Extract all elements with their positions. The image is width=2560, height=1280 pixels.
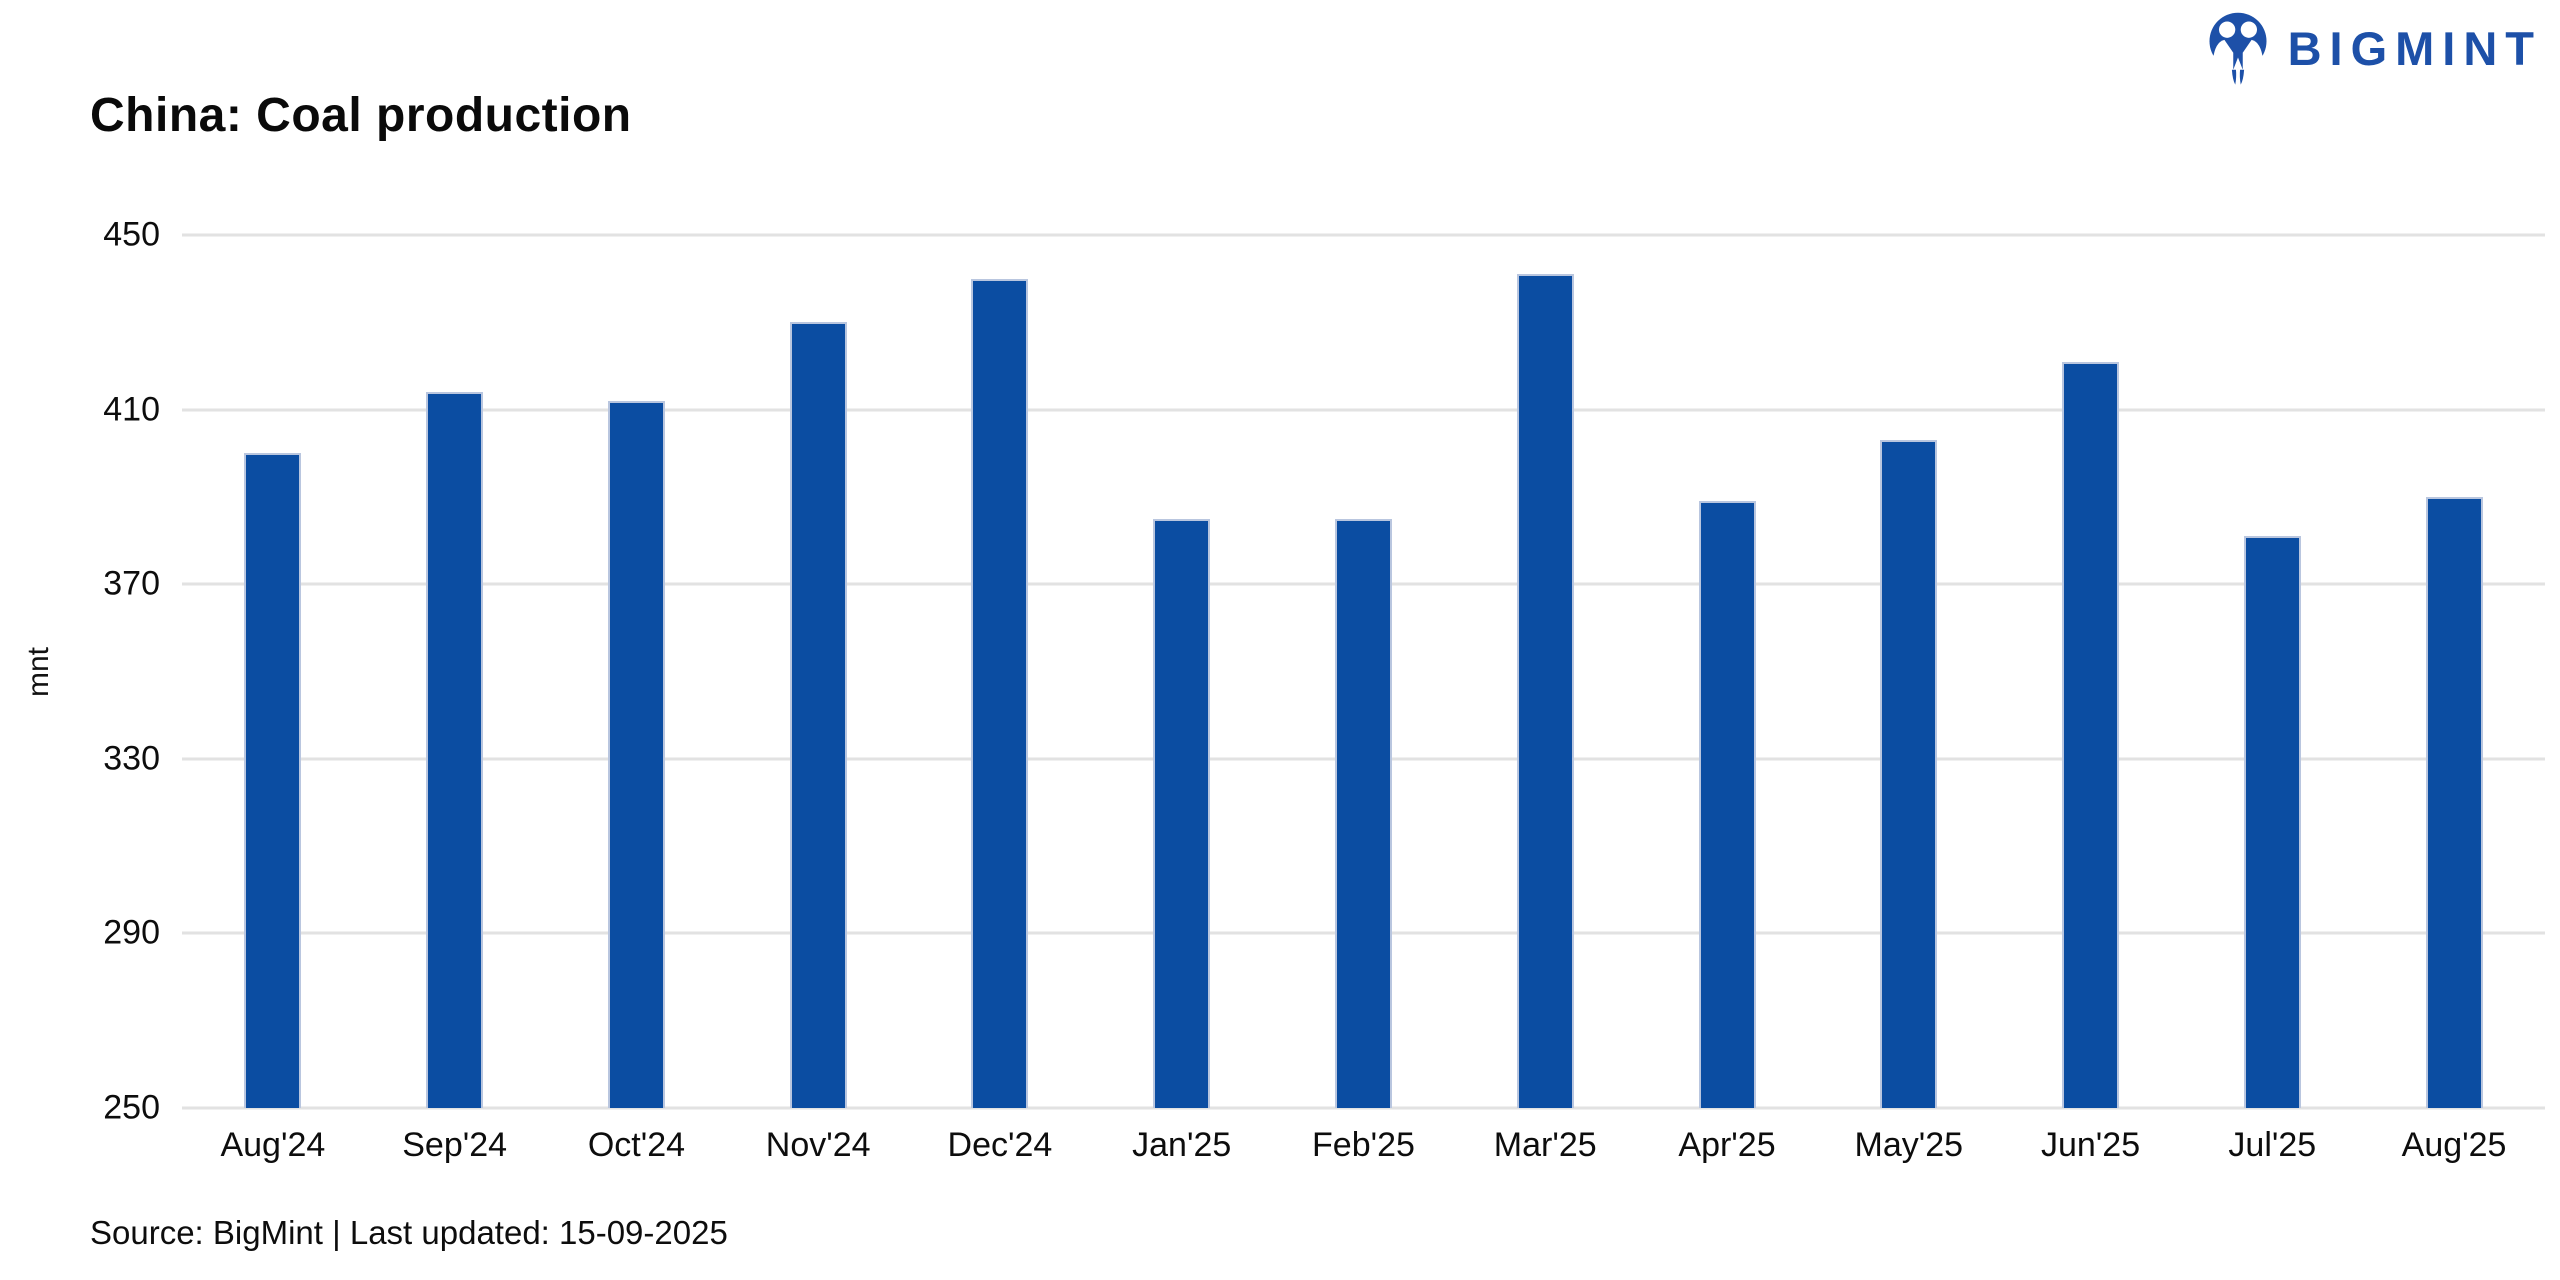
x-tick-label-Dec'24: Dec'24 xyxy=(947,1126,1053,1164)
y-tick-label-410: 410 xyxy=(103,390,160,429)
x-tick-label-Aug'25: Aug'25 xyxy=(2401,1126,2507,1164)
bar-slot xyxy=(364,235,546,1108)
x-tick-label-Feb'25: Feb'25 xyxy=(1312,1126,1415,1164)
bar-Apr'25[interactable] xyxy=(1698,501,1756,1108)
bar-slot xyxy=(2181,235,2363,1108)
y-tick-label-290: 290 xyxy=(103,913,160,952)
bar-Nov'24[interactable] xyxy=(789,322,847,1108)
bar-slot xyxy=(909,235,1091,1108)
gridline-450 xyxy=(182,233,2545,237)
x-axis-labels: Aug'24 Sep'24 Oct'24 Nov'24 Dec'24 Jan'25 Feb'… xyxy=(182,1126,2545,1165)
bar-Jun'25[interactable] xyxy=(2062,361,2120,1108)
x-tick-label-Jul'25: Jul'25 xyxy=(2228,1126,2317,1164)
bigmint-logo: BIGMINT xyxy=(2204,10,2542,86)
x-tick-label-Jun'25: Jun'25 xyxy=(2040,1126,2141,1164)
bar-Jan'25[interactable] xyxy=(1153,518,1211,1108)
x-tick-label-Aug'24: Aug'24 xyxy=(220,1126,326,1164)
x-tick-label-Oct'24: Oct'24 xyxy=(587,1126,686,1164)
x-tick-label-Jan'25: Jan'25 xyxy=(1132,1126,1232,1164)
bar-May'25[interactable] xyxy=(1880,440,1938,1108)
bar-slot xyxy=(1636,235,1818,1108)
bar-Sep'24[interactable] xyxy=(426,392,484,1108)
bar-slot xyxy=(1454,235,1636,1108)
x-tick-label-Nov'24: Nov'24 xyxy=(765,1126,871,1164)
bar-slot xyxy=(2363,235,2545,1108)
bar-Mar'25[interactable] xyxy=(1516,274,1574,1108)
y-axis-labels: 250 290 330 370 410 450 xyxy=(0,216,160,1127)
bar-slot xyxy=(1273,235,1455,1108)
bars xyxy=(182,235,2545,1108)
y-tick-label-250: 250 xyxy=(103,1088,160,1127)
plot-area xyxy=(182,233,2545,1110)
bar-slot xyxy=(546,235,728,1108)
page-title: China: Coal production xyxy=(90,89,632,142)
bigmint-logo-icon xyxy=(2209,12,2267,85)
bar-Dec'24[interactable] xyxy=(971,278,1029,1108)
bar-Aug'24[interactable] xyxy=(244,453,302,1108)
x-tick-label-Mar'25: Mar'25 xyxy=(1493,1126,1597,1164)
bar-Aug'25[interactable] xyxy=(2425,496,2483,1108)
gridline-250 xyxy=(182,1106,2545,1110)
x-tick-label-Sep'24: Sep'24 xyxy=(402,1126,508,1164)
bar-slot xyxy=(1091,235,1273,1108)
bar-slot xyxy=(182,235,364,1108)
y-tick-label-370: 370 xyxy=(103,564,160,603)
gridline-410 xyxy=(182,408,2545,412)
bar-slot xyxy=(2000,235,2182,1108)
bar-Jul'25[interactable] xyxy=(2243,536,2301,1108)
x-tick-label-May'25: May'25 xyxy=(1854,1126,1964,1164)
bar-slot xyxy=(727,235,909,1108)
bar-slot xyxy=(1818,235,2000,1108)
bigmint-logo-text: BIGMINT xyxy=(2287,21,2542,75)
y-tick-label-450: 450 xyxy=(103,215,160,254)
source-text: Source: BigMint | Last updated: 15-09-20… xyxy=(90,1214,728,1251)
y-tick-label-330: 330 xyxy=(103,739,160,778)
bar-Feb'25[interactable] xyxy=(1334,518,1392,1108)
bar-Oct'24[interactable] xyxy=(607,400,665,1108)
x-tick-label-Apr'25: Apr'25 xyxy=(1678,1126,1776,1164)
